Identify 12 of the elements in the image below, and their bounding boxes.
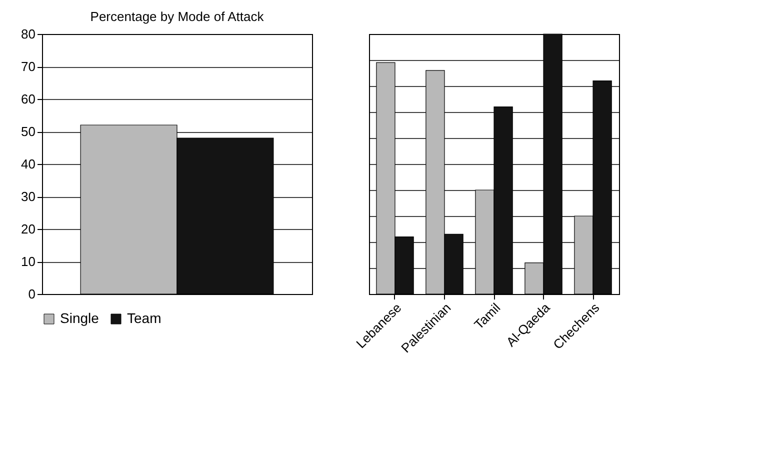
y-tick-label: 40 [21,156,36,172]
y-tick-label: 20 [21,222,36,236]
legend-label: Team [127,310,162,326]
y-tick-label: 50 [21,124,36,139]
legend-label: Single [60,310,100,326]
y-tick-label: 10 [21,254,36,269]
chart-title: Percentage by Mode of Attack [90,9,264,24]
y-tick-label: 80 [21,26,36,42]
y-tick-label: 30 [21,189,36,204]
y-tick-label: 70 [21,59,36,74]
y-tick-label: 60 [21,92,36,106]
y-tick-label: 0 [28,286,36,302]
